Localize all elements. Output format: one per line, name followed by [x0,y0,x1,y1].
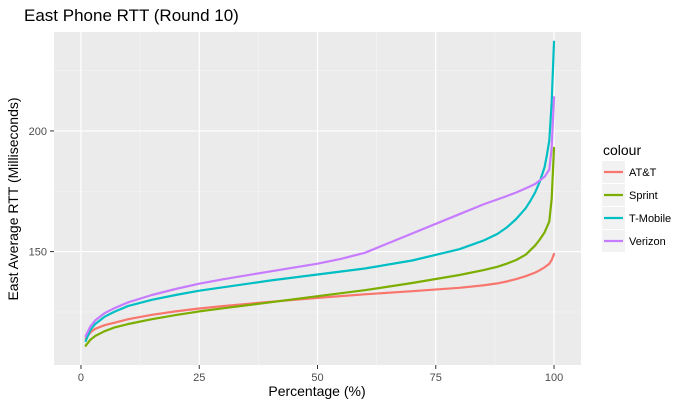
legend-label-at-t: AT&T [629,167,657,179]
series-line-t-mobile [84,40,556,342]
legend: colour AT&T Sprint T-Mobile Verizon [602,142,671,252]
grid-lines [54,32,581,365]
x-tick-label: 50 [311,372,323,384]
y-tick-label: 200 [29,126,47,138]
series-line-sprint [84,146,556,347]
legend-title: colour [603,142,641,158]
y-axis: 150 200 [29,126,54,259]
series-line-verizon [84,96,556,338]
chart-title: East Phone RTT (Round 10) [24,6,239,25]
legend-label-t-mobile: T-Mobile [629,213,671,225]
legend-label-verizon: Verizon [629,236,666,248]
series-line-at-t [84,252,556,340]
x-tick-label: 25 [193,372,205,384]
series-lines [84,40,556,347]
x-axis: 0 25 50 75 100 [78,365,563,384]
y-tick-label: 150 [29,247,47,259]
y-axis-title: East Average RTT (Milliseconds) [5,97,21,300]
x-axis-title: Percentage (%) [268,383,365,399]
x-tick-label: 75 [430,372,442,384]
legend-label-sprint: Sprint [629,190,658,202]
x-tick-label: 100 [545,372,563,384]
x-tick-label: 0 [78,372,84,384]
